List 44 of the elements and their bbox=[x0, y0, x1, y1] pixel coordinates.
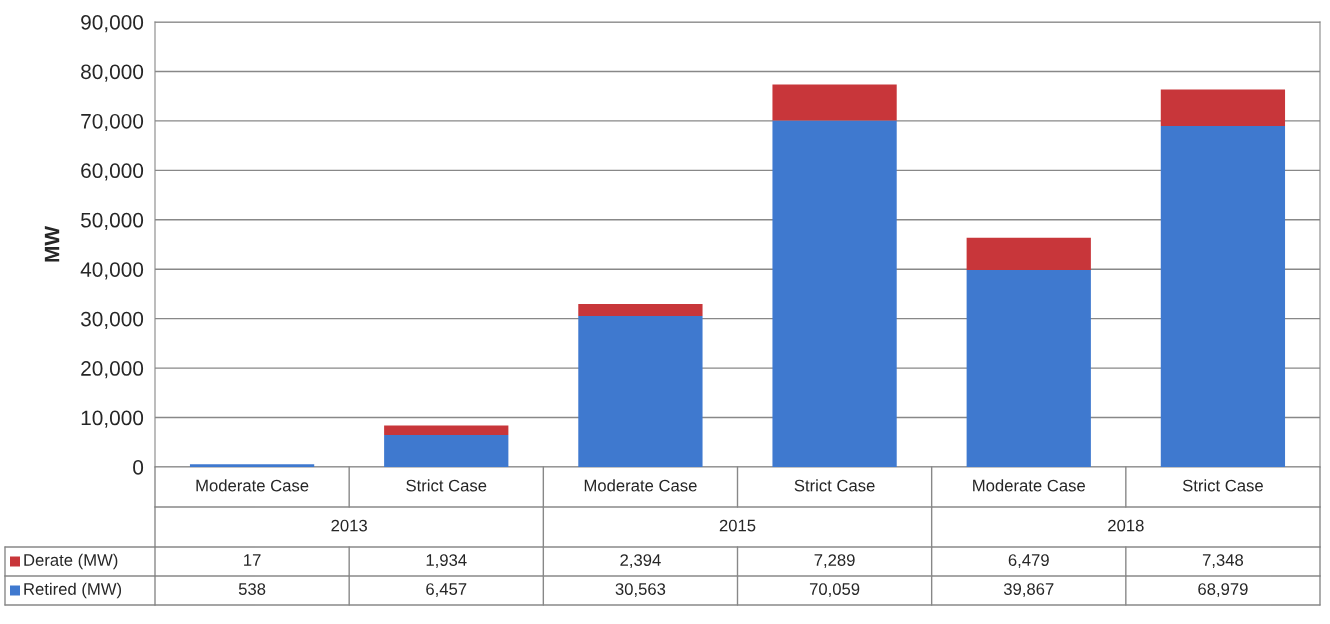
bar bbox=[384, 435, 509, 467]
legend-label: Derate (MW) bbox=[24, 553, 118, 570]
x-tick-label: Moderate Case bbox=[973, 479, 1085, 492]
data-label: 6,457 bbox=[426, 583, 467, 597]
bar bbox=[966, 269, 1091, 467]
x-tick-label: Strict Case bbox=[794, 479, 875, 492]
text: 2015 bbox=[719, 519, 756, 532]
bar bbox=[772, 120, 897, 467]
data-label: 30,563 bbox=[615, 583, 666, 597]
y-tick-label: 20,000 bbox=[81, 361, 144, 379]
y-tick-label: 60,000 bbox=[81, 163, 144, 181]
y-tick-label: 10,000 bbox=[81, 410, 144, 428]
bar bbox=[1160, 125, 1286, 467]
x-tick-label: Moderate Case bbox=[196, 479, 309, 492]
data-label: 68,979 bbox=[1198, 583, 1248, 597]
text: 2018 bbox=[1108, 519, 1144, 532]
data-label: 2,394 bbox=[620, 554, 661, 568]
data-label: 7,348 bbox=[1202, 554, 1244, 568]
x-tick-label: Strict Case bbox=[406, 479, 487, 492]
data-label: 6,479 bbox=[1008, 554, 1049, 568]
bar bbox=[384, 425, 509, 436]
bar bbox=[578, 315, 703, 467]
data-label: 39,867 bbox=[1003, 583, 1054, 597]
y-axis-title: MW bbox=[44, 226, 60, 262]
y-tick-label: 80,000 bbox=[81, 64, 144, 82]
legend-label: Retired (MW) bbox=[24, 582, 122, 599]
data-label: 70,059 bbox=[809, 583, 860, 597]
data-label: 538 bbox=[238, 583, 266, 595]
data-label: 1,934 bbox=[426, 554, 467, 568]
data-label: 17 bbox=[244, 554, 261, 566]
y-tick-label: 30,000 bbox=[80, 311, 144, 329]
bar bbox=[966, 237, 1091, 270]
y-tick-label: 90,000 bbox=[81, 15, 144, 33]
bar bbox=[772, 84, 897, 121]
y-tick-label: 70,000 bbox=[81, 113, 144, 132]
text: 2013 bbox=[331, 519, 367, 532]
x-tick-label: Moderate Case bbox=[584, 479, 697, 492]
y-tick-label: 40,000 bbox=[80, 262, 144, 280]
data-label: 7,289 bbox=[814, 554, 855, 568]
bar bbox=[578, 304, 703, 316]
bar bbox=[1160, 89, 1286, 126]
x-tick-label: Strict Case bbox=[1182, 479, 1263, 492]
y-tick-label: 0 bbox=[133, 460, 144, 475]
y-tick-label: 50,000 bbox=[81, 212, 144, 230]
